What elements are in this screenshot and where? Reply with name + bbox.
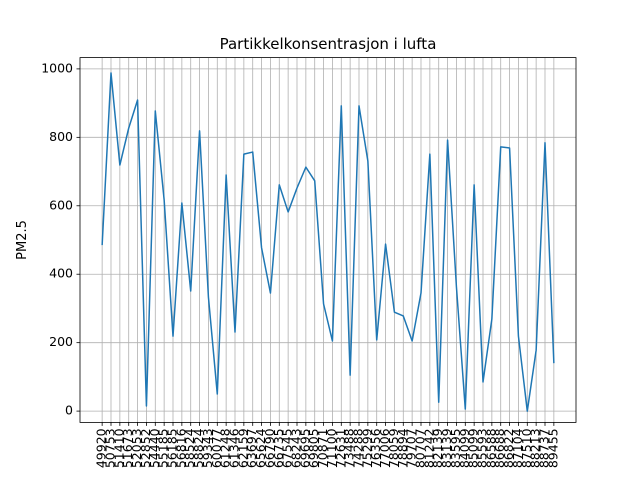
axes-frame — [79, 57, 577, 423]
x-tick-label: 70871 — [315, 428, 330, 468]
x-tick-label: 66790 — [262, 428, 277, 468]
chart-title: Partikkelkonsentrasjon i lufta — [220, 35, 437, 53]
y-tick-label: 400 — [49, 266, 73, 281]
x-tick-label: 81242 — [421, 428, 436, 468]
x-tick-label: 88737 — [537, 428, 552, 468]
x-tick-label: 56816 — [173, 428, 188, 468]
x-tick-label: 79707 — [404, 428, 419, 468]
x-tick-label: 69805 — [306, 428, 321, 468]
y-tick-label: 200 — [49, 334, 73, 349]
x-tick-label: 72631 — [333, 428, 348, 468]
x-tick-label: 76356 — [368, 428, 383, 468]
x-tick-label: 73488 — [342, 428, 357, 468]
x-tick-label: 50753 — [103, 428, 118, 468]
x-tick-label: 59343 — [200, 428, 215, 468]
x-tick-label: 74288 — [351, 428, 366, 468]
x-tick-label: 83139 — [439, 428, 454, 468]
y-tick-label: 800 — [49, 129, 73, 144]
x-tick-label: 49920 — [94, 428, 109, 468]
data-line — [101, 72, 555, 412]
x-tick-label: 86822 — [501, 428, 516, 468]
x-tick-label: 58524 — [182, 428, 197, 468]
x-tick-label: 66735 — [271, 428, 286, 468]
x-tick-label: 65624 — [253, 428, 268, 468]
x-tick-label: 87104 — [510, 428, 525, 468]
x-tick-label: 55185 — [156, 428, 171, 468]
x-tick-label: 85593 — [475, 428, 490, 468]
x-tick-label: 78894 — [395, 428, 410, 468]
x-tick-label: 52053 — [129, 428, 144, 468]
x-tick-label: 80707 — [413, 428, 428, 468]
x-tick-label: 52852 — [138, 428, 153, 468]
x-tick-label: 71100 — [324, 428, 339, 468]
x-tick-label: 83595 — [448, 428, 463, 468]
y-tick-label: 0 — [65, 403, 73, 418]
x-tick-label: 75299 — [359, 428, 374, 468]
x-tick-label: 54440 — [147, 428, 162, 468]
y-tick-label: 1000 — [41, 60, 73, 75]
x-tick-label: 62159 — [235, 428, 250, 468]
x-tick-label: 68243 — [289, 428, 304, 468]
y-axis-label: PM2.5 — [15, 220, 30, 260]
x-tick-label: 51410 — [111, 428, 126, 468]
x-tick-label: 60077 — [209, 428, 224, 468]
x-tick-label: 77006 — [377, 428, 392, 468]
x-tick-label: 88213 — [528, 428, 543, 468]
x-tick-label: 69695 — [297, 428, 312, 468]
x-tick-label: 87510 — [519, 428, 534, 468]
x-tick-label: 61248 — [218, 428, 233, 468]
x-tick-label: 86688 — [492, 428, 507, 468]
x-tick-label: 51673 — [120, 428, 135, 468]
y-tick-label: 600 — [49, 197, 73, 212]
x-tick-label: 63697 — [244, 428, 259, 468]
x-tick-label: 61346 — [227, 428, 242, 468]
x-tick-label: 89455 — [545, 428, 560, 468]
x-tick-label: 56185 — [165, 428, 180, 468]
x-tick-label: 86588 — [483, 428, 498, 468]
x-tick-label: 78059 — [386, 428, 401, 468]
x-tick-label: 85099 — [466, 428, 481, 468]
x-tick-label: 82139 — [430, 428, 445, 468]
x-tick-label: 67545 — [280, 428, 295, 468]
x-tick-label: 58824 — [191, 428, 206, 468]
x-tick-label: 84099 — [457, 428, 472, 468]
